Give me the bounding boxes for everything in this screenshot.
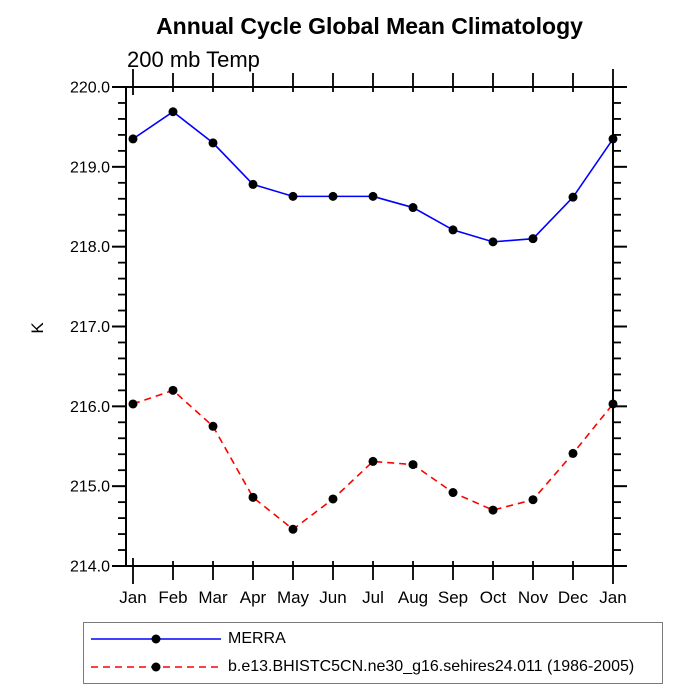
x-tick-label: Jan xyxy=(599,588,626,607)
series-line-0 xyxy=(132,110,614,243)
data-point xyxy=(208,138,218,148)
data-point xyxy=(288,191,298,201)
x-tick-label: Apr xyxy=(240,588,267,607)
x-tick-label: Sep xyxy=(438,588,468,607)
x-tick-label: Oct xyxy=(480,588,507,607)
data-point xyxy=(528,234,538,244)
x-tick-label: May xyxy=(277,588,310,607)
y-tick-label: 215.0 xyxy=(70,479,110,496)
data-point xyxy=(528,495,538,505)
legend-item-model: b.e13.BHISTC5CN.ne30_g16.sehires24.011 (… xyxy=(84,653,662,681)
data-point xyxy=(448,225,458,235)
legend-marker xyxy=(151,634,161,644)
x-tick-label: Mar xyxy=(198,588,228,607)
y-axis-label: K xyxy=(28,322,47,334)
data-point xyxy=(328,494,338,504)
data-point xyxy=(408,203,418,213)
data-point xyxy=(488,505,498,515)
x-tick-label: Jan xyxy=(119,588,146,607)
y-tick-label: 218.0 xyxy=(70,239,110,256)
legend-line-model-icon xyxy=(91,662,221,672)
legend: MERRA b.e13.BHISTC5CN.ne30_g16.sehires24… xyxy=(83,622,663,684)
x-tick-label: Aug xyxy=(398,588,428,607)
chart-title: Annual Cycle Global Mean Climatology xyxy=(156,13,583,39)
data-point xyxy=(608,399,618,409)
x-tick-label: Jul xyxy=(362,588,384,607)
data-point xyxy=(248,492,258,502)
x-tick-label: Feb xyxy=(158,588,187,607)
legend-item-merra: MERRA xyxy=(84,625,662,653)
y-tick-label: 219.0 xyxy=(70,159,110,176)
x-tick-label: Nov xyxy=(518,588,549,607)
legend-marker xyxy=(151,662,161,672)
data-point xyxy=(488,237,498,247)
data-point xyxy=(568,448,578,458)
data-point xyxy=(368,191,378,201)
data-point xyxy=(208,421,218,431)
data-point xyxy=(128,134,138,144)
y-tick-label: 217.0 xyxy=(70,319,110,336)
data-point xyxy=(288,524,298,534)
x-tick-label: Jun xyxy=(319,588,346,607)
data-point xyxy=(168,107,178,117)
legend-line-merra-icon xyxy=(91,634,221,644)
data-point xyxy=(128,399,138,409)
data-point xyxy=(408,460,418,470)
data-point xyxy=(568,192,578,202)
chart-subtitle: 200 mb Temp xyxy=(127,47,260,72)
data-point xyxy=(608,134,618,144)
data-point xyxy=(368,456,378,466)
y-tick-label: 216.0 xyxy=(70,399,110,416)
data-point xyxy=(328,191,338,201)
data-point xyxy=(448,488,458,498)
legend-label-model: b.e13.BHISTC5CN.ne30_g16.sehires24.011 (… xyxy=(228,658,635,675)
y-tick-label: 214.0 xyxy=(70,559,110,576)
x-tick-label: Dec xyxy=(558,588,589,607)
data-point xyxy=(248,179,258,189)
data-point xyxy=(168,385,178,395)
legend-label-merra: MERRA xyxy=(228,630,286,647)
y-tick-label: 220.0 xyxy=(70,80,110,97)
